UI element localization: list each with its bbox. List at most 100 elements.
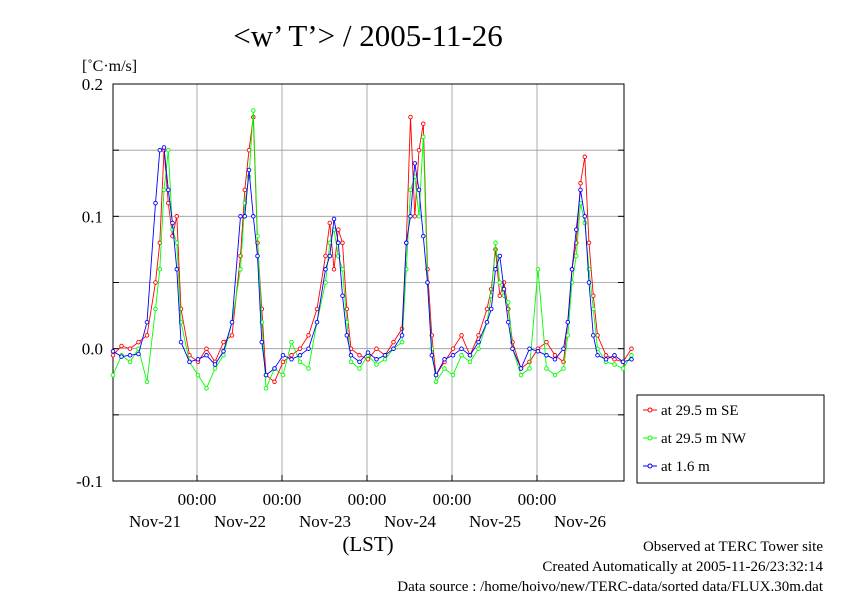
data-point — [229, 319, 235, 325]
data-point — [399, 333, 405, 338]
data-point — [212, 362, 218, 367]
y-tick-label: 0.2 — [82, 75, 103, 94]
data-point — [476, 346, 481, 351]
data-point — [221, 349, 226, 354]
data-point — [629, 346, 634, 351]
data-point — [174, 214, 180, 219]
data-point — [344, 333, 350, 338]
data-point — [391, 339, 396, 345]
series-line — [112, 110, 632, 390]
data-point — [578, 187, 583, 193]
data-point — [565, 319, 571, 325]
data-point — [306, 366, 311, 371]
x-time-label: 00:00 — [263, 490, 302, 509]
series-3 — [110, 145, 634, 378]
data-point — [374, 346, 379, 351]
data-point — [327, 220, 333, 226]
x-tick-labels: 00:00 00:00 00:00 00:00 00:00 Nov-21 Nov-22 Nov… — [129, 490, 606, 531]
data-point — [166, 147, 171, 153]
chart-title: <w’ T’> / 2005-11-26 — [233, 18, 502, 53]
data-point — [612, 357, 617, 362]
data-point — [280, 372, 286, 378]
data-point — [629, 353, 634, 358]
data-point — [229, 333, 235, 338]
data-point — [170, 227, 175, 232]
data-point — [297, 346, 303, 351]
data-point — [493, 240, 498, 246]
data-point — [565, 333, 571, 338]
data-point — [336, 227, 341, 232]
data-point — [212, 366, 218, 371]
data-point — [289, 353, 294, 358]
data-point — [433, 372, 439, 378]
data-point — [357, 359, 362, 365]
footer-created: Created Automatically at 2005-11-26/23:3… — [542, 559, 823, 575]
x-time-label: 00:00 — [518, 490, 557, 509]
plot-frame — [112, 83, 625, 482]
data-point — [450, 372, 456, 378]
data-point — [119, 354, 124, 359]
data-point — [497, 293, 503, 298]
y-tick-label: -0.1 — [76, 472, 103, 491]
legend-swatch-marker — [647, 463, 653, 469]
data-point — [246, 174, 252, 179]
data-point — [391, 346, 396, 351]
data-point — [586, 240, 592, 246]
series-1 — [110, 114, 634, 385]
data-point — [297, 359, 303, 365]
data-point — [136, 351, 141, 357]
data-point — [127, 353, 133, 358]
x-axis-label: (LST) — [342, 532, 393, 556]
data-point — [166, 187, 171, 193]
data-point — [153, 200, 158, 206]
data-point — [544, 339, 549, 345]
legend-swatch-marker — [647, 407, 653, 413]
data-point — [459, 346, 464, 351]
data-point — [404, 240, 409, 246]
data-point — [340, 293, 345, 298]
data-point — [348, 359, 354, 365]
data-point — [421, 134, 426, 140]
data-point — [442, 357, 447, 362]
x-date-label: Nov-24 — [384, 512, 436, 531]
data-point — [157, 267, 163, 272]
data-point — [331, 216, 337, 222]
data-point — [127, 346, 133, 351]
data-point — [255, 253, 260, 259]
data-point — [501, 286, 507, 292]
series-line — [112, 117, 632, 383]
data-point — [110, 372, 116, 378]
data-point — [399, 339, 405, 345]
data-point — [289, 357, 294, 362]
data-point — [174, 267, 180, 272]
data-point — [340, 267, 345, 272]
data-point — [174, 240, 180, 246]
data-point — [161, 187, 167, 193]
data-point — [348, 353, 354, 358]
legend-swatch-marker — [647, 435, 653, 441]
data-point — [416, 147, 422, 153]
data-point — [416, 214, 422, 219]
data-point — [518, 372, 524, 378]
data-point — [459, 353, 464, 358]
data-point — [591, 306, 596, 312]
data-point — [327, 253, 333, 259]
data-point — [259, 339, 265, 345]
data-point — [582, 154, 588, 160]
data-point — [110, 353, 116, 358]
data-point — [620, 366, 626, 371]
data-point — [144, 379, 150, 385]
data-point — [408, 114, 413, 120]
data-point — [527, 359, 532, 365]
data-point — [544, 366, 549, 371]
data-point — [357, 353, 362, 358]
x-date-label: Nov-22 — [214, 512, 266, 531]
data-point — [527, 366, 532, 371]
data-point — [510, 346, 515, 351]
data-point — [272, 379, 277, 385]
data-point — [365, 350, 371, 355]
series-2 — [110, 108, 634, 391]
data-point — [582, 214, 588, 219]
data-point — [429, 353, 435, 358]
x-date-label: Nov-21 — [129, 512, 181, 531]
